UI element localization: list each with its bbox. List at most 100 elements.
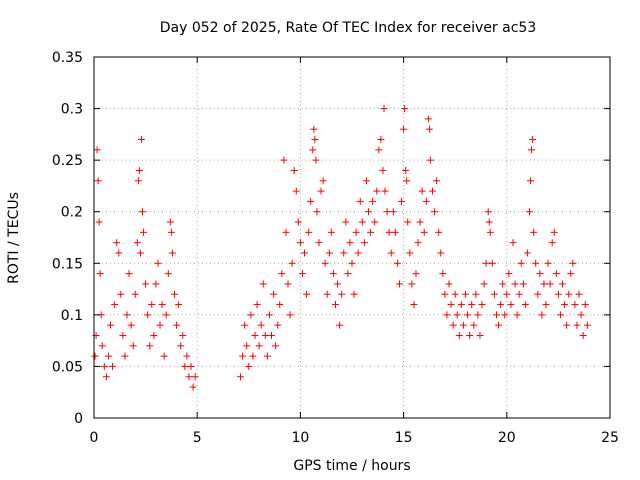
data-point (136, 249, 144, 257)
data-point (154, 259, 162, 267)
data-point (334, 280, 342, 288)
data-point (321, 259, 329, 267)
data-point (389, 208, 397, 216)
data-point (185, 373, 193, 381)
data-point (449, 321, 457, 329)
data-point (102, 373, 110, 381)
data-point (276, 301, 284, 309)
data-point (437, 249, 445, 257)
data-point (441, 290, 449, 298)
data-point (189, 383, 197, 391)
data-point (577, 311, 585, 319)
data-point (344, 270, 352, 278)
data-point (160, 352, 168, 360)
data-point (375, 146, 383, 154)
data-point (270, 290, 278, 298)
data-point (340, 249, 348, 257)
data-point (352, 228, 360, 236)
data-point (439, 270, 447, 278)
data-point (410, 301, 418, 309)
data-point (521, 301, 529, 309)
data-point (422, 197, 430, 205)
data-point (257, 321, 265, 329)
data-point (93, 146, 101, 154)
data-point (296, 239, 304, 247)
data-point (556, 311, 564, 319)
data-point (488, 259, 496, 267)
data-point (323, 290, 331, 298)
y-axis-label: ROTI / TECUs (6, 192, 22, 284)
data-point (462, 290, 470, 298)
data-point (170, 290, 178, 298)
data-point (119, 331, 127, 339)
data-point (548, 239, 556, 247)
plot-grid (94, 57, 610, 418)
data-point (401, 105, 409, 113)
data-point (532, 259, 540, 267)
data-point (107, 321, 115, 329)
data-point (243, 342, 251, 350)
y-tick-label: 0.15 (52, 256, 83, 272)
data-point (348, 259, 356, 267)
data-point (420, 228, 428, 236)
data-point (294, 218, 302, 226)
data-point (325, 249, 333, 257)
data-point (303, 290, 311, 298)
axis-ticks: 0 5 10 15 20 25 0 0.05 0.1 0.15 0.2 0.25 0.3 0.35 (52, 50, 619, 446)
x-tick-label: 25 (601, 430, 619, 446)
x-tick-label: 5 (193, 430, 202, 446)
data-point (135, 166, 143, 174)
data-point (268, 331, 276, 339)
data-point (476, 331, 484, 339)
data-point (150, 331, 158, 339)
y-tick-label: 0.3 (61, 102, 83, 118)
data-point (523, 249, 531, 257)
data-point (241, 321, 249, 329)
data-point (336, 321, 344, 329)
data-point (350, 290, 358, 298)
data-point (451, 290, 459, 298)
data-point (391, 228, 399, 236)
data-point (148, 301, 156, 309)
data-point (307, 197, 315, 205)
data-point (365, 208, 373, 216)
data-point (561, 301, 569, 309)
data-point (499, 280, 507, 288)
data-point (253, 301, 261, 309)
y-tick-label: 0.05 (52, 359, 83, 375)
data-point (313, 208, 321, 216)
data-point (540, 280, 548, 288)
data-point (468, 301, 476, 309)
data-point (309, 146, 317, 154)
data-point (173, 321, 181, 329)
data-point (255, 342, 263, 350)
data-point (109, 362, 117, 370)
data-point (191, 373, 199, 381)
data-point (140, 228, 148, 236)
data-point (515, 290, 523, 298)
data-point (96, 270, 104, 278)
data-point (480, 280, 488, 288)
data-point (478, 301, 486, 309)
data-point (342, 218, 350, 226)
data-point (278, 270, 286, 278)
data-point (414, 239, 422, 247)
data-point (464, 311, 472, 319)
data-point (298, 270, 306, 278)
data-point (288, 259, 296, 267)
data-point (166, 218, 174, 226)
data-point (91, 352, 99, 360)
data-point (528, 146, 536, 154)
data-point (125, 270, 133, 278)
data-point (425, 125, 433, 133)
data-point (554, 290, 562, 298)
data-point (272, 342, 280, 350)
data-point (133, 239, 141, 247)
chart-title: Day 052 of 2025, Rate Of TEC Index for r… (160, 20, 536, 36)
data-point (581, 301, 589, 309)
data-point (495, 321, 503, 329)
data-point (486, 228, 494, 236)
data-point (123, 311, 131, 319)
data-point (152, 280, 160, 288)
